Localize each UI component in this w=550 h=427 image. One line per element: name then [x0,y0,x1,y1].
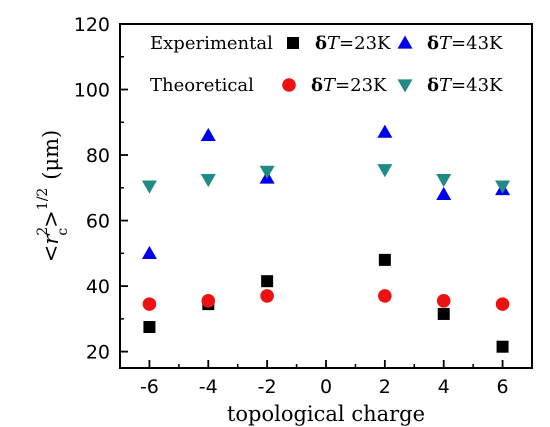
legend-group-label: Experimental [150,33,273,54]
x-tick-label: 6 [497,376,509,398]
data-point-triangle-up [377,124,393,138]
x-tick-label: -2 [258,376,277,398]
legend-label: δT=43K [427,75,503,96]
data-point-triangle-down [200,173,216,188]
data-point-circle [260,289,274,303]
legend-marker-triangle-up [397,35,413,49]
data-point-triangle-up [200,127,216,142]
y-tick-label: 40 [86,276,110,298]
legend-label: δT=23K [311,75,387,96]
x-tick-label: 4 [438,376,450,398]
data-point-triangle-down [495,180,511,194]
legend-marker-triangle-down [397,79,413,93]
legend-label: δT=43K [427,33,503,54]
data-point-square [261,275,274,288]
data-point-circle [378,289,392,303]
legend-group-label: Theoretical [150,75,254,96]
data-point-circle [142,297,157,311]
data-point-square [378,253,391,266]
y-axis-title: <r2 c>1/2(μm) [35,130,71,263]
data-point-triangle-up [436,186,452,200]
x-axis-title: topological charge [227,402,425,426]
data-point-circle [436,294,451,308]
data-point-triangle-down [141,180,157,194]
legend-marker-circle [282,78,296,92]
data-point-triangle-down [377,164,393,178]
data-point-circle [201,294,216,308]
y-tick-label: 20 [86,342,110,364]
legend: Experimental Theoretical δT=23K δT=43K δT=23… [150,33,503,96]
x-tick-label: -4 [199,376,218,398]
x-tick-label: 0 [320,376,332,398]
x-tick-label: -6 [140,376,159,398]
data-point-square [143,321,156,334]
data-point-triangle-down [259,165,275,179]
y-axis-label: <r2 c>1/2(μm) [35,130,71,263]
legend-label: δT=23K [315,33,391,54]
y-tick-label: 100 [74,80,110,102]
data-point-circle [495,297,510,311]
data-point-square [496,340,509,353]
legend-marker-square [287,37,299,49]
data-point-triangle-down [436,173,452,188]
data-point-square [437,307,450,320]
data-markers [141,124,511,353]
x-tick-label: 2 [379,376,391,398]
data-point-triangle-up [141,245,157,259]
axis-ticks: -6 -4 -2 0 2 4 6 20 40 60 80 100 120 [74,14,533,398]
y-tick-label: 120 [74,14,110,36]
y-tick-label: 80 [86,145,110,167]
y-tick-label: 60 [86,211,110,233]
